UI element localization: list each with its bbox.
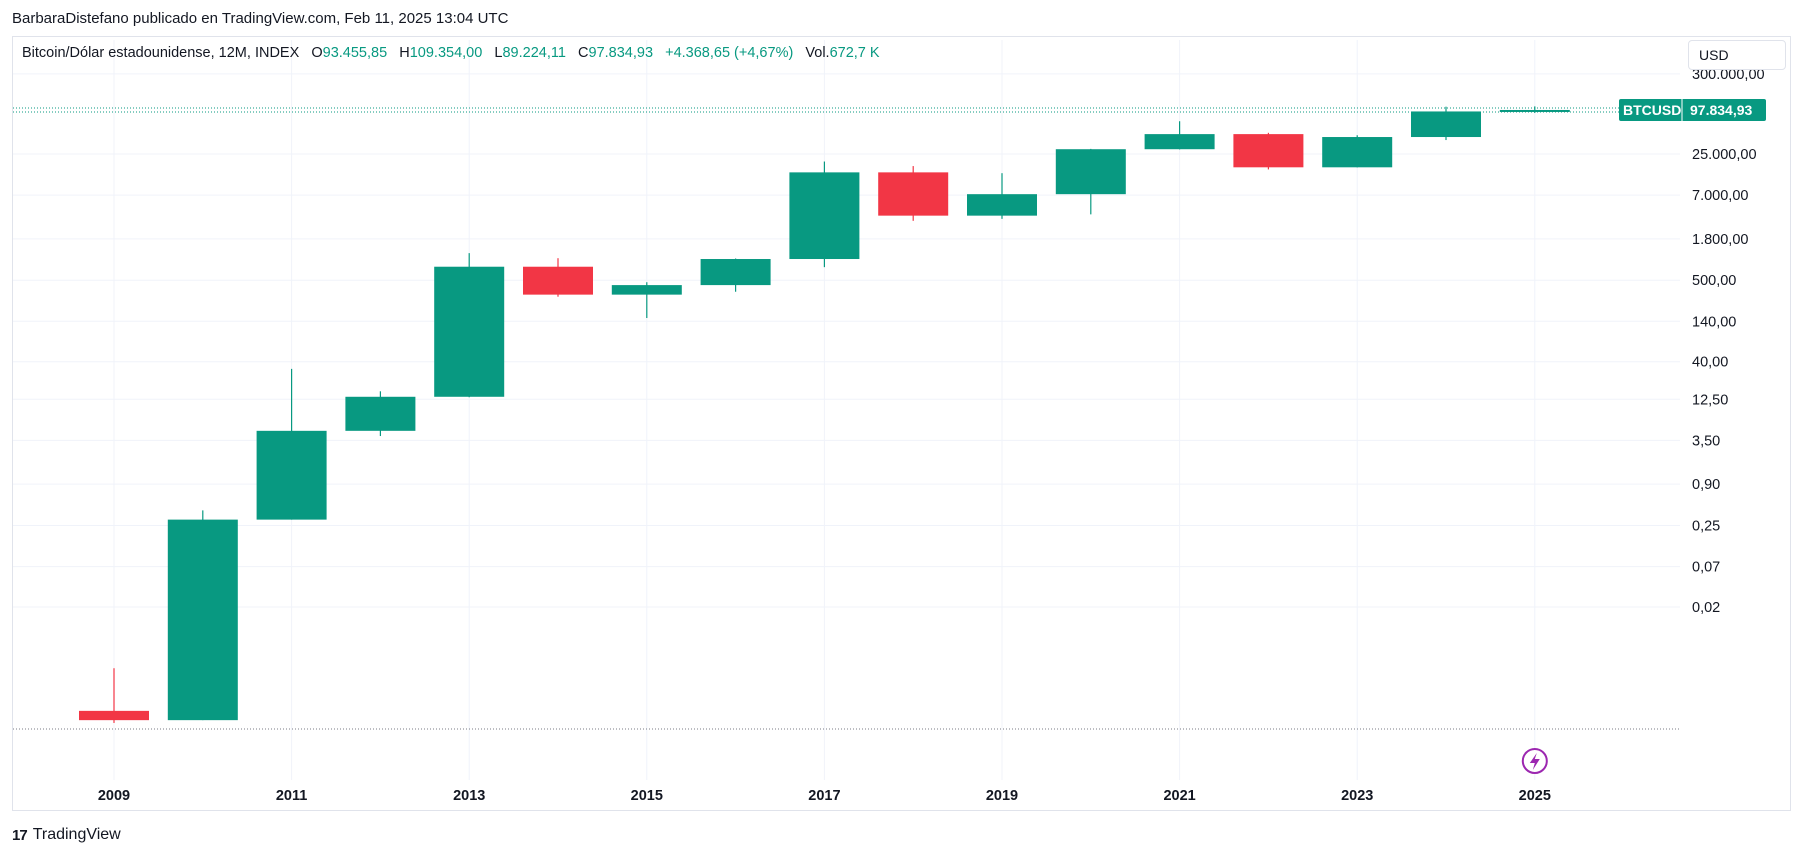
candle-body: [1233, 134, 1304, 168]
symbol-label[interactable]: Bitcoin/Dólar estadounidense, 12M, INDEX: [22, 45, 300, 61]
tradingview-logo-icon: 17: [12, 826, 28, 844]
time-tick-label: 2011: [276, 788, 307, 804]
chart-frame: [12, 36, 1791, 811]
candle-2013: [434, 253, 505, 398]
price-tag-bg: [1619, 98, 1766, 121]
candle-2020: [1055, 148, 1126, 215]
candle-2009: [79, 668, 149, 723]
time-axis: 2009 2011 2013 2015 2017 2019 2021 2023 2025: [98, 788, 1551, 804]
price-tags: BTCUSD 97.834,93: [13, 98, 1766, 774]
candles: [79, 106, 1570, 723]
candle-body: [789, 172, 860, 260]
candle-body: [167, 519, 238, 721]
price-axis: 300.000,00 25.000,00 7.000,00 1.800,00 500,0…: [1692, 67, 1765, 616]
candle-body: [434, 266, 505, 397]
publisher-caption: BarbaraDistefano publicado en TradingVie…: [12, 10, 509, 27]
candle-2022: [1233, 132, 1304, 170]
high-label: H: [399, 45, 410, 61]
price-tick-label: 300.000,00: [1692, 67, 1765, 83]
time-tick-label: 2017: [808, 788, 840, 804]
candle-2016: [700, 258, 771, 292]
lightning-bolt: [1529, 753, 1540, 770]
candle-2014: [523, 258, 593, 297]
price-tag-price: 97.834,93: [1690, 102, 1752, 118]
candle-body: [345, 396, 416, 431]
candle-2019: [967, 173, 1037, 219]
candle-body: [967, 194, 1037, 216]
price-tick-label: 0,07: [1692, 560, 1720, 576]
low-value: 89.224,11: [502, 45, 566, 61]
brand-name: TradingView: [32, 826, 121, 843]
candle-2015: [611, 282, 682, 319]
volume-label: Vol.: [805, 45, 830, 61]
price-tick-label: 25.000,00: [1692, 147, 1757, 163]
price-tick-label: 1.800,00: [1692, 232, 1748, 248]
price-tick-label: 40,00: [1692, 355, 1728, 371]
candle-2017: [789, 161, 860, 268]
candle-2012: [345, 391, 416, 437]
time-tick-label: 2013: [453, 788, 485, 804]
currency-button[interactable]: USD: [1688, 40, 1786, 70]
candle-2011: [256, 368, 327, 520]
price-tick-label: 500,00: [1692, 273, 1736, 289]
candle-2023: [1322, 135, 1393, 168]
high-value: 109.354,00: [409, 45, 483, 61]
close-value: 97.834,93: [588, 45, 654, 61]
candle-body: [79, 710, 149, 721]
candle-body: [1411, 111, 1481, 138]
candle-body: [523, 266, 593, 295]
price-tick-label: 7.000,00: [1692, 188, 1748, 204]
price-tick-label: 0,02: [1692, 600, 1720, 616]
candle-body: [1144, 134, 1215, 150]
candle-2018: [878, 166, 949, 221]
lightning-event-icon[interactable]: [1521, 748, 1548, 774]
price-tick-label: 0,25: [1692, 518, 1720, 534]
time-tick-label: 2015: [631, 788, 663, 804]
candle-body: [256, 430, 327, 520]
ohlc-legend: Bitcoin/Dólar estadounidense, 12M, INDEX…: [22, 45, 880, 61]
grid-lines: [13, 40, 1680, 780]
open-value: 93.455,85: [322, 45, 388, 61]
close-label: C: [578, 45, 589, 61]
time-tick-label: 2025: [1519, 788, 1551, 804]
price-tick-label: 12,50: [1692, 392, 1728, 408]
time-tick-label: 2019: [986, 788, 1018, 804]
price-tick-label: 0,90: [1692, 477, 1720, 493]
low-label: L: [494, 45, 503, 61]
candle-2010: [167, 510, 238, 721]
candle-body: [1499, 109, 1570, 112]
candle-body: [611, 285, 682, 295]
price-tag-symbol: BTCUSD: [1623, 102, 1681, 118]
candle-body: [1322, 137, 1393, 168]
time-tick-label: 2023: [1341, 788, 1373, 804]
time-tick-label: 2009: [98, 788, 130, 804]
change-value: +4.368,65 (+4,67%): [665, 45, 794, 61]
time-tick-label: 2021: [1163, 788, 1195, 804]
candle-body: [878, 172, 949, 216]
footer-brand[interactable]: 17 TradingView: [12, 826, 121, 844]
price-tick-label: 140,00: [1692, 314, 1736, 330]
candle-body: [1055, 149, 1126, 195]
price-tick-label: 3,50: [1692, 433, 1720, 449]
open-label: O: [311, 45, 323, 61]
candle-body: [700, 259, 771, 286]
volume-value: 672,7 K: [829, 45, 880, 61]
candle-2021: [1144, 121, 1215, 150]
candle-2024: [1411, 106, 1481, 141]
